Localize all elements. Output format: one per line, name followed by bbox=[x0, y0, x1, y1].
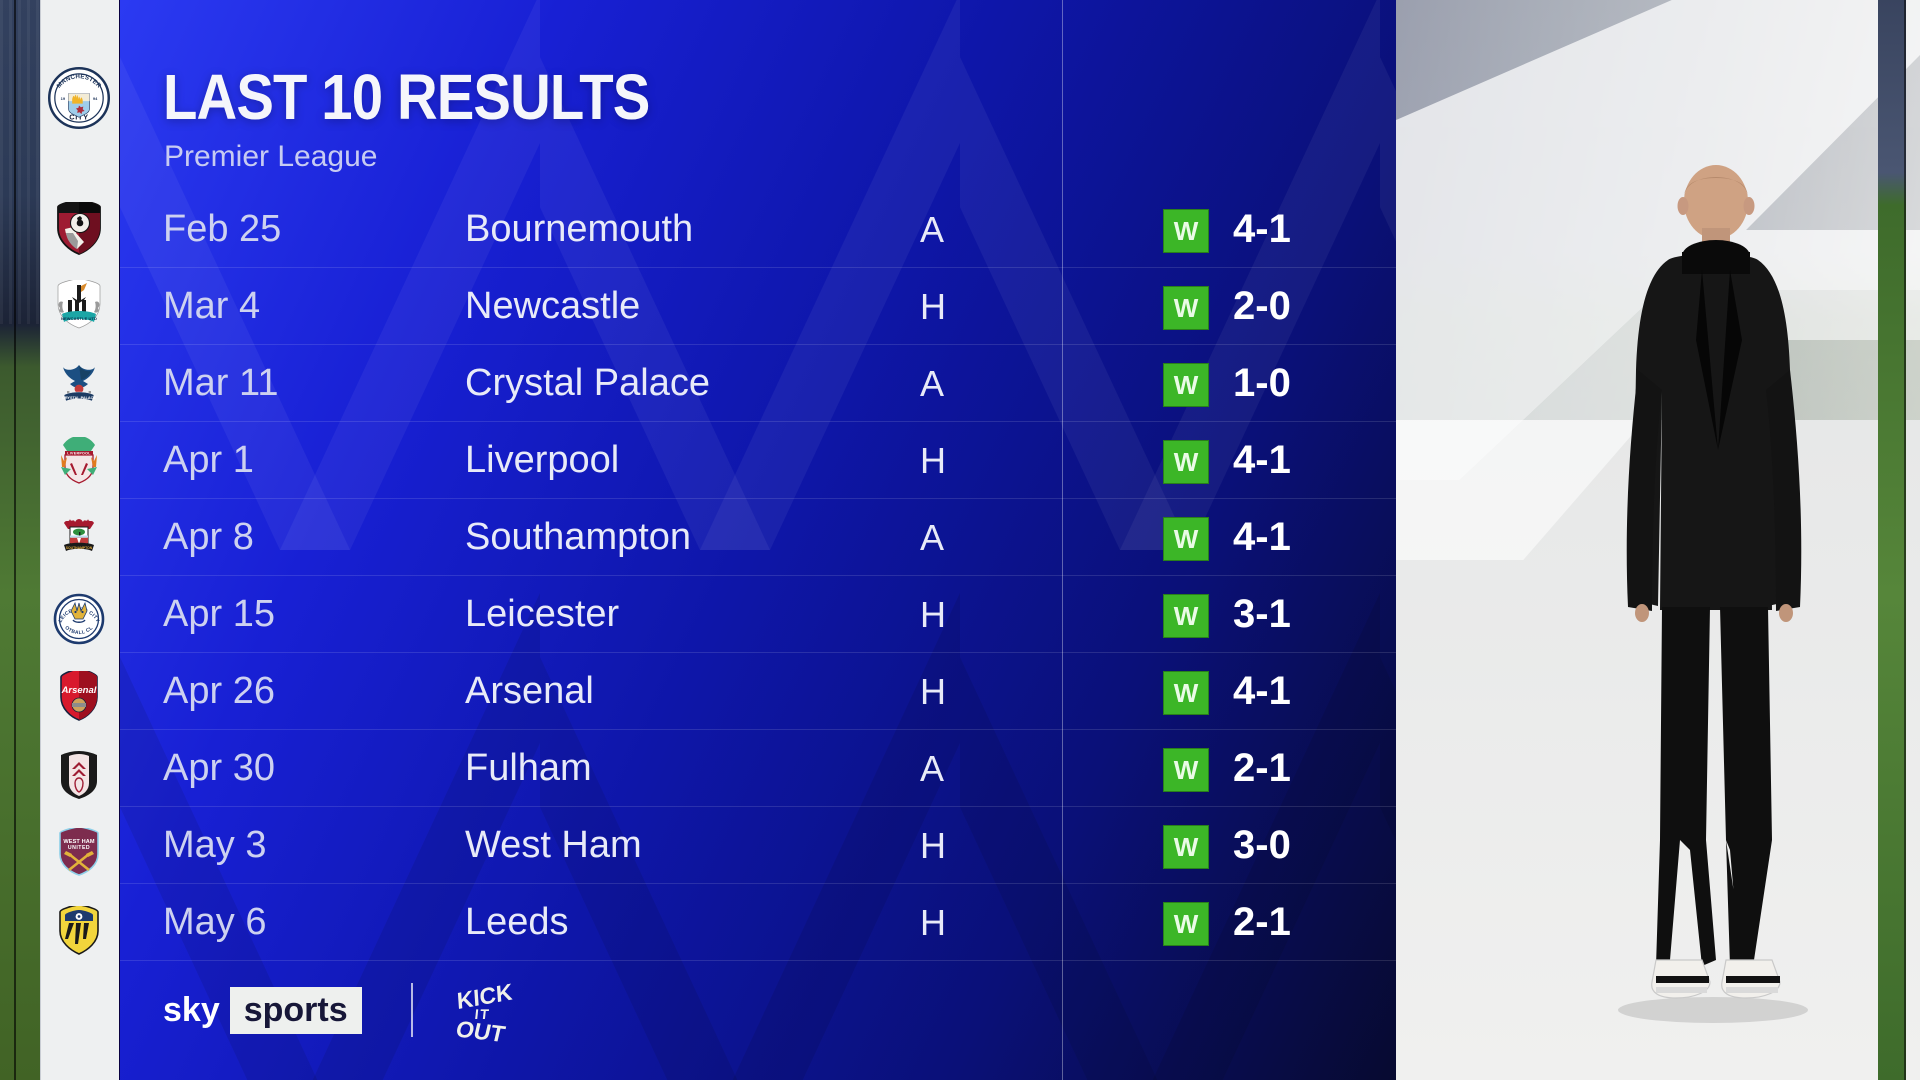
svg-text:NEWCASTLE UTD: NEWCASTLE UTD bbox=[61, 316, 97, 321]
svg-text:94: 94 bbox=[93, 96, 98, 101]
svg-text:SOUTHAMPTON: SOUTHAMPTON bbox=[66, 546, 93, 550]
svg-text:UNITED: UNITED bbox=[68, 845, 90, 851]
svg-text:OUT: OUT bbox=[454, 1016, 508, 1043]
svg-text:19: 19 bbox=[61, 96, 66, 101]
svg-text:Arsenal: Arsenal bbox=[61, 685, 97, 696]
svg-text:CRYSTAL PALACE: CRYSTAL PALACE bbox=[62, 396, 96, 400]
